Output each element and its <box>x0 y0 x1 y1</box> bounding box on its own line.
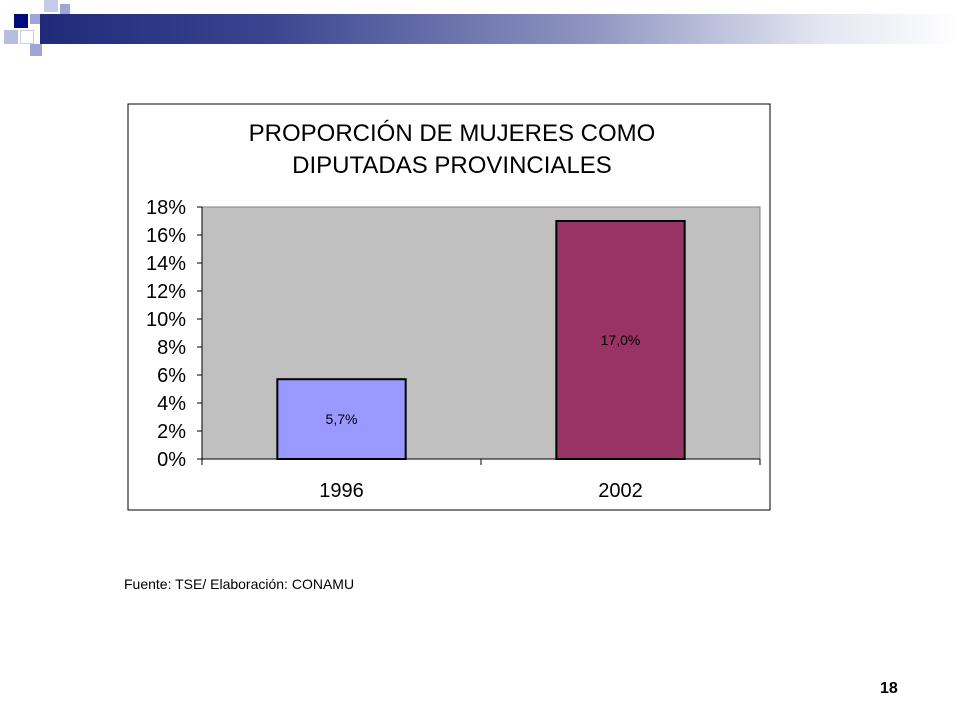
y-tick-label: 2% <box>157 421 186 443</box>
decor-square <box>30 14 40 24</box>
y-tick-label: 8% <box>157 337 186 359</box>
data-label: 5,7% <box>326 411 358 427</box>
decor-square <box>4 30 18 44</box>
category-label: 1996 <box>319 480 364 502</box>
y-tick-label: 0% <box>157 449 186 471</box>
decor-square <box>20 30 34 44</box>
y-tick-label: 10% <box>146 309 186 331</box>
y-tick-label: 4% <box>157 393 186 415</box>
decor-square <box>60 4 70 14</box>
y-tick-label: 16% <box>146 225 186 247</box>
y-tick-label: 18% <box>146 197 186 219</box>
source-note: Fuente: TSE/ Elaboración: CONAMU <box>124 576 355 592</box>
chart-title-line-1: PROPORCIÓN DE MUJERES COMO <box>249 120 656 147</box>
header-band <box>40 14 960 44</box>
category-label: 2002 <box>598 480 643 502</box>
bar <box>276 378 407 461</box>
decor-square <box>30 44 42 56</box>
y-tick-label: 14% <box>146 253 186 275</box>
y-tick-label: 12% <box>146 281 186 303</box>
y-tick-label: 6% <box>157 365 186 387</box>
plot-area: 0% 2% 4% 6% 8% 10% 12% 14% 16% 18% 5,7% 1996 17,0% 20… <box>146 197 761 502</box>
bar <box>555 220 686 460</box>
page-number: 18 <box>880 680 898 697</box>
chart-title-line-2: DIPUTADAS PROVINCIALES <box>292 152 612 179</box>
data-label: 17,0% <box>601 332 641 348</box>
decor-square <box>14 14 28 28</box>
decor-square <box>44 0 58 12</box>
